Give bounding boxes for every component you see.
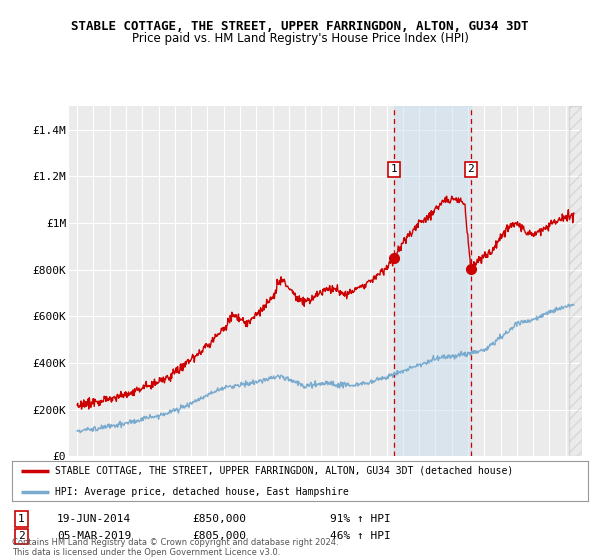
Text: Price paid vs. HM Land Registry's House Price Index (HPI): Price paid vs. HM Land Registry's House … <box>131 32 469 45</box>
Bar <box>569 106 582 456</box>
Text: 19-JUN-2014: 19-JUN-2014 <box>57 514 131 524</box>
Text: 05-MAR-2019: 05-MAR-2019 <box>57 531 131 542</box>
Text: 1: 1 <box>18 514 25 524</box>
Text: 2: 2 <box>18 531 25 542</box>
Text: STABLE COTTAGE, THE STREET, UPPER FARRINGDON, ALTON, GU34 3DT (detached house): STABLE COTTAGE, THE STREET, UPPER FARRIN… <box>55 465 514 475</box>
Text: 1: 1 <box>391 165 398 174</box>
Text: 2: 2 <box>467 165 474 174</box>
Text: Contains HM Land Registry data © Crown copyright and database right 2024.
This d: Contains HM Land Registry data © Crown c… <box>12 538 338 557</box>
Text: STABLE COTTAGE, THE STREET, UPPER FARRINGDON, ALTON, GU34 3DT: STABLE COTTAGE, THE STREET, UPPER FARRIN… <box>71 20 529 32</box>
Bar <box>394 106 471 456</box>
Text: HPI: Average price, detached house, East Hampshire: HPI: Average price, detached house, East… <box>55 487 349 497</box>
Text: 46% ↑ HPI: 46% ↑ HPI <box>330 531 391 542</box>
Text: £805,000: £805,000 <box>192 531 246 542</box>
Text: £850,000: £850,000 <box>192 514 246 524</box>
Text: 91% ↑ HPI: 91% ↑ HPI <box>330 514 391 524</box>
